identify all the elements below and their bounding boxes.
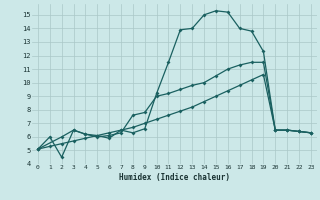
X-axis label: Humidex (Indice chaleur): Humidex (Indice chaleur) [119, 173, 230, 182]
